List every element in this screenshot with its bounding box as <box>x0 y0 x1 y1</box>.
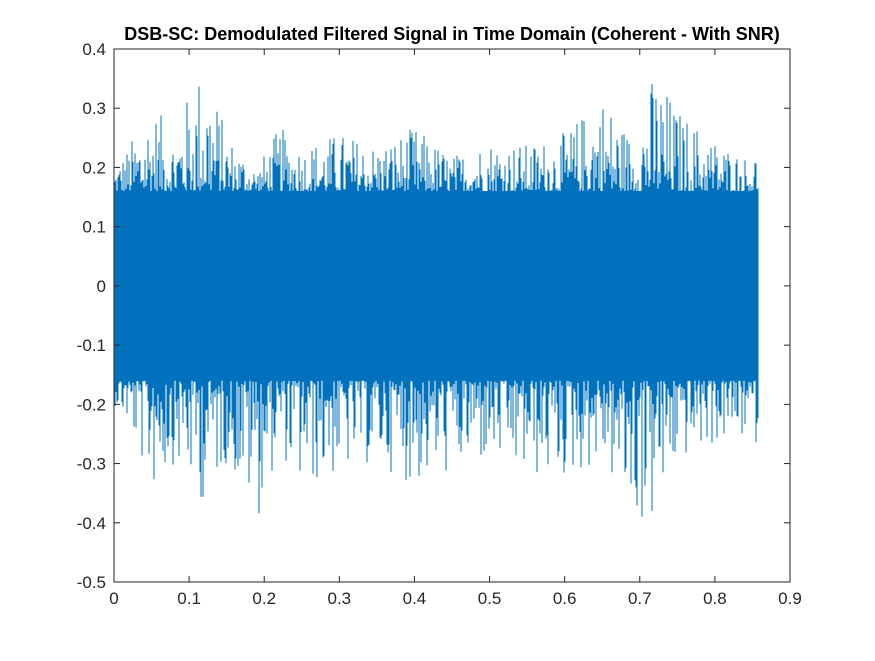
x-tick-label: 0.9 <box>778 589 802 608</box>
x-tick-label: 0.3 <box>328 589 352 608</box>
x-tick-label: 0.6 <box>553 589 577 608</box>
x-tick-label: 0.1 <box>177 589 201 608</box>
y-tick-label: 0.2 <box>82 158 106 177</box>
x-tick-label: 0.7 <box>628 589 652 608</box>
x-tick-label: 0.4 <box>403 589 427 608</box>
x-tick-label: 0.8 <box>703 589 727 608</box>
y-tick-label: -0.2 <box>77 395 106 414</box>
y-tick-label: -0.3 <box>77 455 106 474</box>
y-axis: -0.5 -0.4 -0.3 -0.2 -0.1 0 0.1 0.2 0.3 0.4 <box>77 40 790 592</box>
x-tick-label: 0 <box>109 589 118 608</box>
axes-box <box>113 48 791 583</box>
y-tick-label: 0.1 <box>82 218 106 237</box>
y-tick-label: 0.4 <box>82 40 106 59</box>
plot-area <box>113 84 759 517</box>
y-tick-label: 0.3 <box>82 99 106 118</box>
x-tick-label: 0.2 <box>252 589 276 608</box>
signal-dense-band <box>114 191 758 381</box>
chart-title: DSB-SC: Demodulated Filtered Signal in T… <box>124 24 780 44</box>
y-tick-label: 0 <box>97 277 106 296</box>
x-tick-label: 0.5 <box>478 589 502 608</box>
x-axis: 0 0.1 0.2 0.3 0.4 0.5 0.6 0.7 0.8 0.9 <box>109 49 802 608</box>
y-tick-label: -0.1 <box>77 336 106 355</box>
y-tick-label: -0.4 <box>77 514 106 533</box>
y-tick-label: -0.5 <box>77 573 106 592</box>
